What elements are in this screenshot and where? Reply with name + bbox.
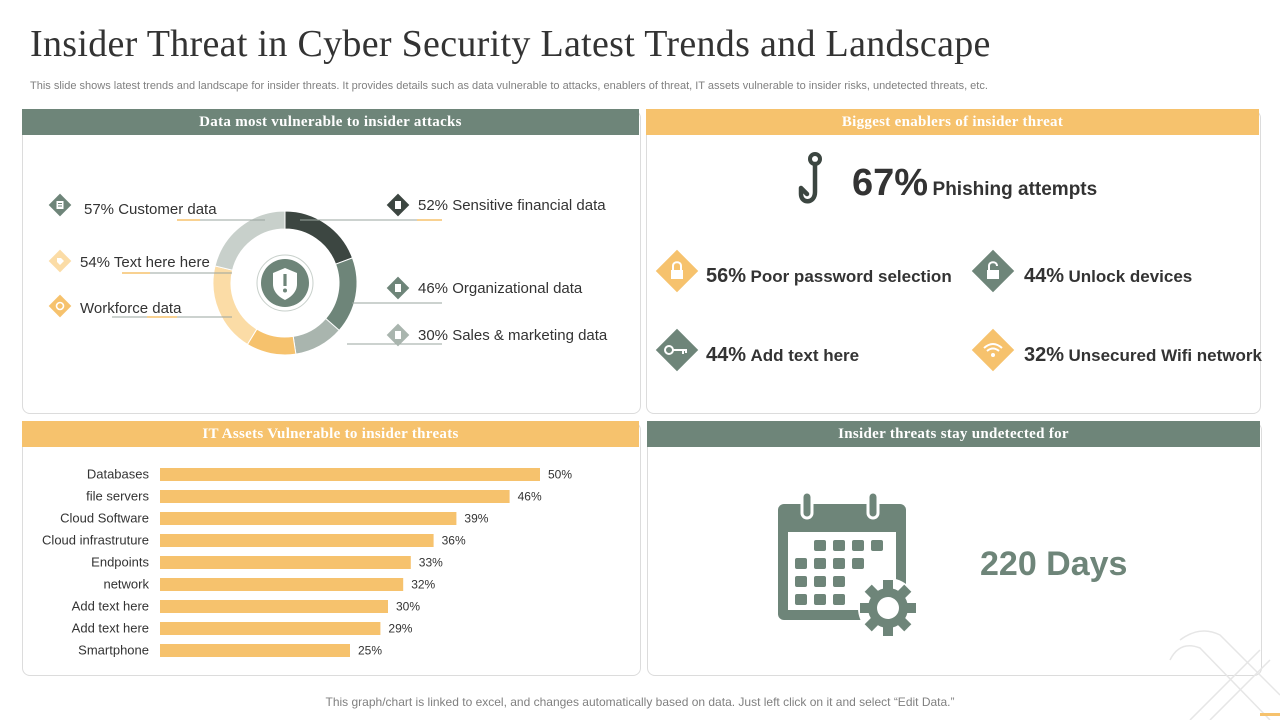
hook-icon <box>798 152 822 204</box>
bar-value-label: 50% <box>548 468 572 482</box>
unlock-icon <box>971 249 1015 293</box>
enablers-panel <box>646 110 1261 414</box>
bar-category-label: Endpoints <box>91 555 149 570</box>
it-assets-bar-chart: Databases 50% file servers 46% Cloud Softwar… <box>42 467 572 658</box>
enabler-percent: 44% <box>706 344 747 366</box>
vulnerable-item-label: Workforce data <box>80 300 182 317</box>
bar-value-label: 25% <box>358 644 382 658</box>
enabler-label: Poor password selection <box>750 267 952 286</box>
bar <box>160 600 388 613</box>
undetected-days: 220 Days <box>980 545 1128 583</box>
undetected-header: Insider threats stay undetected for <box>647 421 1260 447</box>
document-icon <box>386 276 410 300</box>
bar <box>160 468 540 481</box>
tag-icon <box>48 249 72 273</box>
phishing-stat: 67% Phishing attempts <box>852 162 1097 205</box>
vulnerable-item-label: 52% Sensitive financial data <box>418 197 606 214</box>
enabler-percent: 44% <box>1024 265 1065 287</box>
donut-slice <box>324 257 358 332</box>
bar <box>160 578 404 591</box>
bar-category-label: file servers <box>86 489 149 504</box>
enabler-item: 44% Add text here <box>706 344 859 367</box>
bar-category-label: Databases <box>87 467 150 482</box>
phishing-label: Phishing attempts <box>932 179 1098 200</box>
wifi-icon <box>971 328 1015 372</box>
enabler-label: Unlock devices <box>1068 267 1193 286</box>
enabler-item: 32% Unsecured Wifi network <box>1024 344 1262 367</box>
bar-category-label: Smartphone <box>78 643 149 658</box>
it-assets-header: IT Assets Vulnerable to insider threats <box>22 421 639 447</box>
page-title: Insider Threat in Cyber Security Latest … <box>30 23 991 65</box>
bar-value-label: 33% <box>419 556 443 570</box>
vulnerable-item-label: 46% Organizational data <box>418 280 583 297</box>
enabler-percent: 56% <box>706 265 747 287</box>
gear-icon <box>48 294 72 318</box>
vulnerable-item-label: 54% Text here here <box>80 254 210 271</box>
bar <box>160 556 411 569</box>
bar <box>160 622 381 635</box>
donut-chart <box>112 210 442 356</box>
donut-slice <box>284 210 354 265</box>
bar <box>160 534 434 547</box>
bar-category-label: network <box>103 577 149 592</box>
enabler-item: 44% Unlock devices <box>1024 265 1192 288</box>
shield-icon <box>256 254 314 312</box>
donut-slice <box>214 210 286 271</box>
bar-category-label: Add text here <box>72 621 149 636</box>
enabler-item: 56% Poor password selection <box>706 265 952 288</box>
vulnerable-item-label: 57% Customer data <box>84 201 217 218</box>
footer-note: This graph/chart is linked to excel, and… <box>325 695 955 709</box>
bar-category-label: Cloud Software <box>60 511 149 526</box>
enabler-label: Add text here <box>750 346 860 365</box>
bar-category-label: Cloud infrastruture <box>42 533 149 548</box>
undetected-panel <box>647 422 1262 676</box>
donut-slice <box>292 317 340 355</box>
bar-value-label: 29% <box>388 622 412 636</box>
file-icon <box>386 193 410 217</box>
vulnerable-data-panel <box>22 110 641 414</box>
key-icon <box>655 328 699 372</box>
enablers-header: Biggest enablers of insider threat <box>646 109 1259 135</box>
enabler-percent: 32% <box>1024 344 1065 366</box>
decorative-corner-lines <box>1169 630 1280 720</box>
bar-value-label: 36% <box>442 534 466 548</box>
label-underlines <box>122 219 442 318</box>
lock-icon <box>655 249 699 293</box>
page-subtitle: This slide shows latest trends and lands… <box>30 80 988 92</box>
donut-slice <box>212 265 258 346</box>
enabler-label: Unsecured Wifi network <box>1068 346 1262 365</box>
bar-category-label: Add text here <box>72 599 149 614</box>
chart-doc-icon <box>386 323 410 347</box>
vulnerable-data-header: Data most vulnerable to insider attacks <box>22 109 639 135</box>
bar <box>160 512 457 525</box>
bar-value-label: 32% <box>411 578 435 592</box>
bar-value-label: 39% <box>464 512 488 526</box>
bar <box>160 490 510 503</box>
bar-value-label: 46% <box>518 490 542 504</box>
document-icon <box>48 193 72 217</box>
vulnerable-item-label: 30% Sales & marketing data <box>418 327 608 344</box>
phishing-percent: 67% <box>852 162 929 204</box>
calendar-gear-icon <box>778 490 918 638</box>
bar <box>160 644 350 657</box>
bar-value-label: 30% <box>396 600 420 614</box>
